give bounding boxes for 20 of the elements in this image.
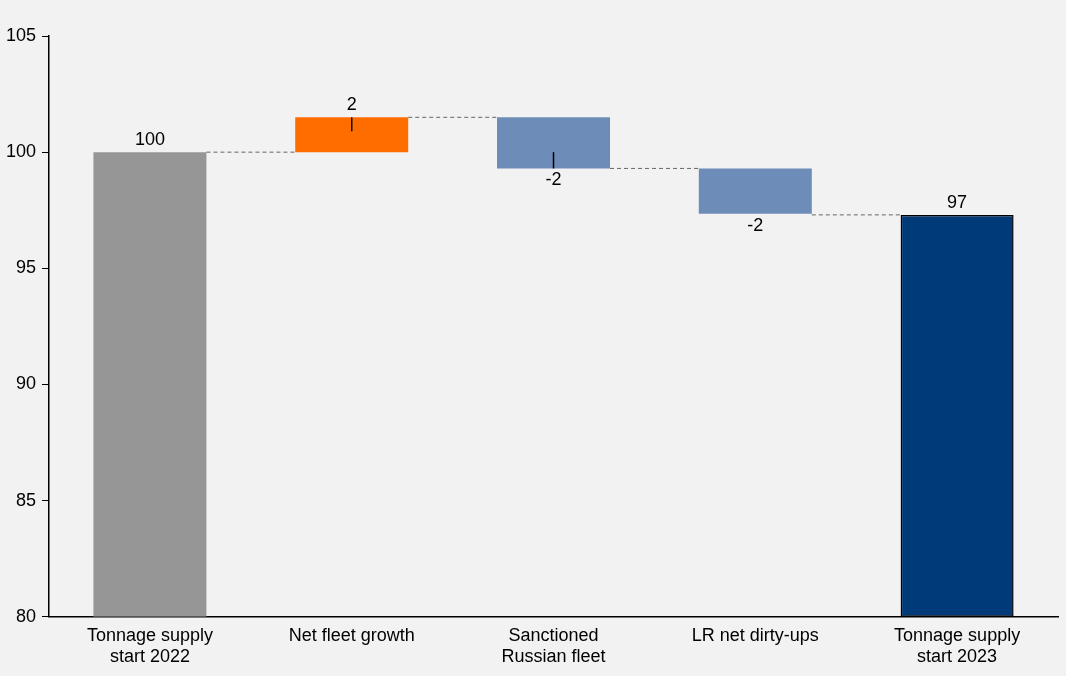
- y-tick-label: 100: [5, 141, 37, 162]
- bar: [497, 117, 611, 169]
- data-label: 97: [947, 191, 968, 212]
- y-tick-label: 90: [16, 373, 37, 394]
- data-label: 100: [134, 129, 165, 150]
- bar: [93, 152, 207, 617]
- bar: [698, 168, 812, 214]
- data-label: 2: [346, 94, 357, 115]
- y-tick-label: 80: [16, 605, 37, 626]
- data-label: -2: [545, 169, 562, 190]
- x-tick-label: Net fleet growth: [288, 624, 415, 645]
- y-tick-label: 95: [16, 257, 37, 278]
- x-tick-label: Tonnage supply start 2022: [86, 624, 213, 667]
- x-tick-label: LR net dirty-ups: [691, 624, 819, 645]
- x-tick-label: Sanctioned Russian fleet: [501, 624, 606, 667]
- data-label: -2: [747, 214, 764, 235]
- y-tick-label: 105: [5, 24, 37, 45]
- bar: [295, 117, 409, 153]
- y-tick-label: 85: [16, 489, 37, 510]
- x-tick-label: Tonnage supply start 2023: [894, 624, 1021, 667]
